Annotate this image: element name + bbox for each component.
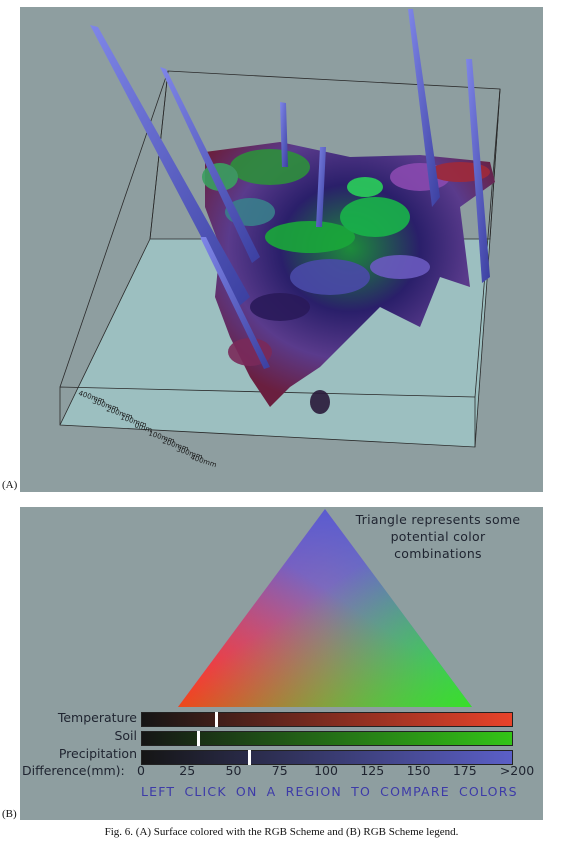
surface-spikes bbox=[90, 9, 490, 369]
figure-caption: Fig. 6. (A) Surface colored with the RGB… bbox=[104, 826, 459, 838]
rgb-legend-panel: Triangle represents some potential color… bbox=[20, 507, 543, 820]
panel-a-label: (A) bbox=[2, 479, 18, 491]
precipitation-bar[interactable] bbox=[141, 750, 513, 765]
compare-instruction: LEFT CLICK ON A REGION TO COMPARE COLORS bbox=[141, 784, 518, 799]
scale-tick-label: >200 bbox=[499, 763, 535, 778]
temperature-label: Temperature bbox=[57, 710, 137, 725]
bounding-box-wireframe bbox=[59, 70, 501, 448]
surface-color-patches bbox=[202, 149, 490, 414]
panel-b-label: (B) bbox=[2, 808, 17, 820]
scale-tick-label: 125 bbox=[360, 763, 385, 778]
axis-tick-label: 400mm bbox=[189, 453, 217, 469]
triangle-text-line-3: combinations bbox=[394, 546, 482, 561]
scale-tick-label: 175 bbox=[452, 763, 477, 778]
precipitation-label: Precipitation bbox=[58, 746, 137, 761]
surface-3d-view[interactable]: 400mm300mm200mm100mm0mm100mm200mm300mm40… bbox=[20, 7, 543, 492]
scale-tick-label: 0 bbox=[137, 763, 145, 778]
scale-tick-label: 25 bbox=[179, 763, 196, 778]
precipitation-marker[interactable] bbox=[248, 750, 252, 765]
scale-tick-label: 50 bbox=[225, 763, 242, 778]
scale-tick-label: 75 bbox=[271, 763, 288, 778]
difference-label: Difference(mm): bbox=[22, 763, 125, 778]
scale-tick-label: 100 bbox=[314, 763, 338, 778]
scale-tick-label: 150 bbox=[406, 763, 431, 778]
soil-marker[interactable] bbox=[196, 731, 200, 746]
soil-bar[interactable] bbox=[141, 731, 513, 746]
triangle-text-line-1: Triangle represents some bbox=[355, 512, 521, 527]
color-triangle-svg[interactable] bbox=[20, 507, 543, 820]
surface-render-panel[interactable]: 400mm 300mm 200mm 100mm 0mm 100mm 200mm 300mm 40… bbox=[20, 7, 543, 492]
soil-label: Soil bbox=[114, 728, 137, 743]
temperature-marker[interactable] bbox=[215, 712, 218, 727]
triangle-description: Triangle represents some potential color… bbox=[338, 511, 538, 562]
triangle-text-line-2: potential color bbox=[390, 529, 486, 544]
temperature-bar[interactable] bbox=[141, 712, 513, 727]
